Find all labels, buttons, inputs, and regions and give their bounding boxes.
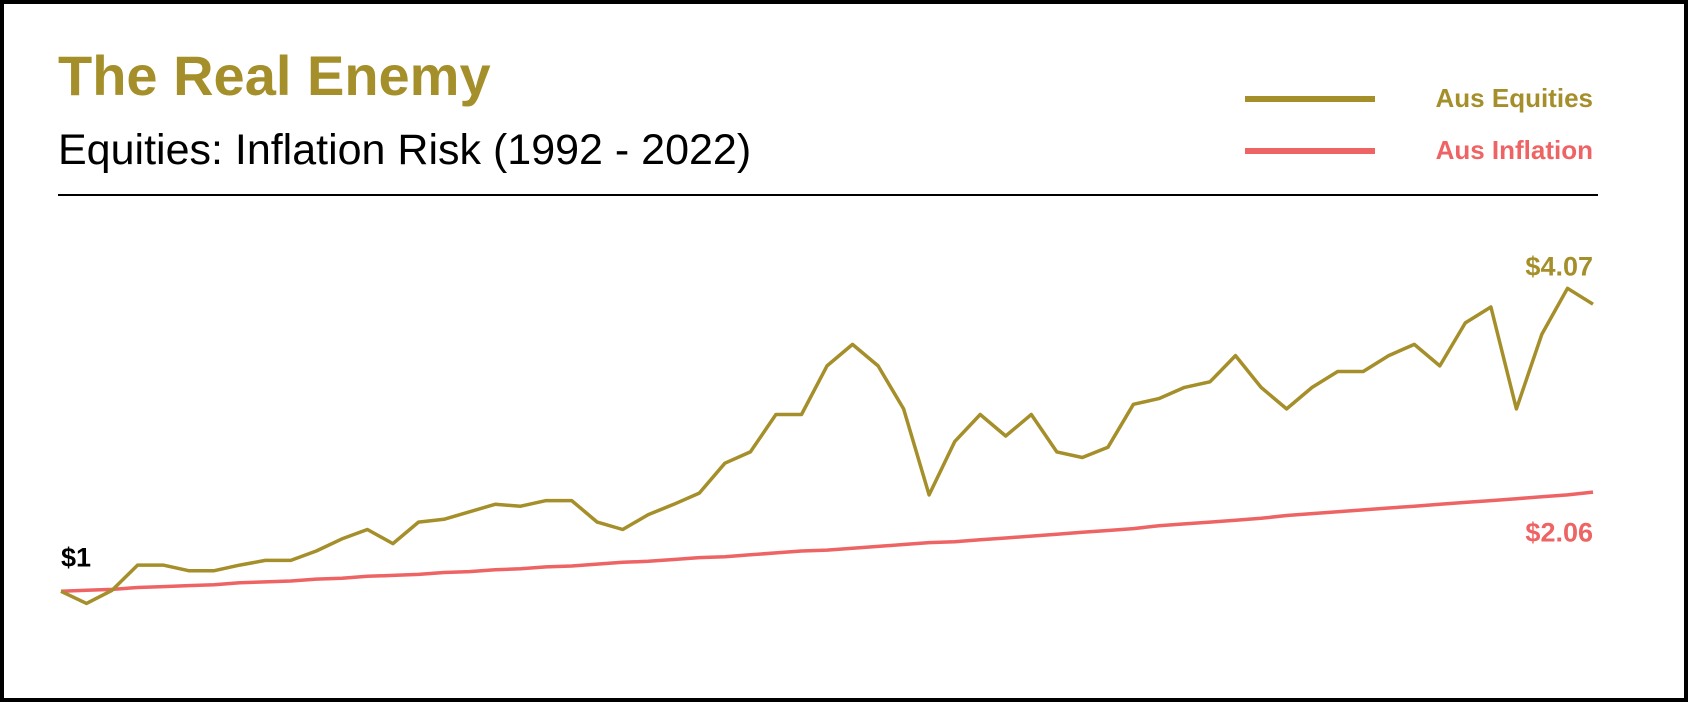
start-label: $1	[61, 542, 91, 572]
chart: The Real Enemy Equities: Inflation Risk …	[58, 44, 1598, 606]
series-line	[60, 286, 1594, 606]
chart-subtitle: Equities: Inflation Risk (1992 - 2022)	[58, 126, 751, 174]
end-label: $4.07	[1525, 251, 1593, 281]
series-line	[60, 490, 1594, 594]
end-label: $2.06	[1525, 517, 1593, 547]
legend-label: Aus Inflation	[1436, 135, 1593, 165]
legend-label: Aus Equities	[1436, 83, 1593, 113]
chart-title: The Real Enemy	[58, 44, 491, 107]
